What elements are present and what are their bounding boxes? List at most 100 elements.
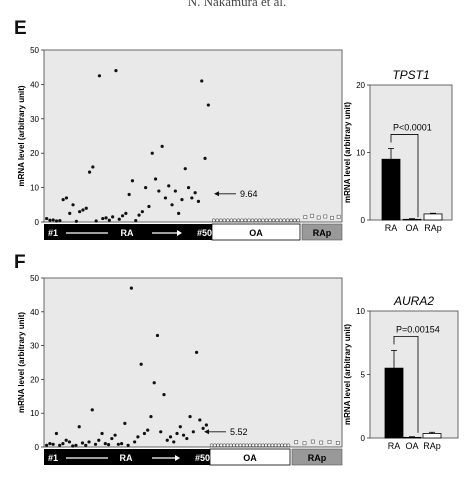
bar-chart-e: TPST1 mRNA level (arbitrary unit) 0 10 20 RA O… <box>343 68 453 233</box>
ra-data-point <box>103 442 107 446</box>
rap-data-point <box>330 215 334 220</box>
annotation-arrowhead <box>204 429 209 435</box>
ra-data-point <box>163 196 168 200</box>
group-label-last: #50 <box>197 228 212 238</box>
significance-bracket <box>390 134 419 218</box>
rap-data-point <box>335 440 340 445</box>
ra-data-point <box>159 430 163 434</box>
ra-data-point <box>136 435 140 439</box>
oa-data-point <box>271 218 276 223</box>
ra-data-point <box>194 350 199 354</box>
ra-data-point <box>137 213 141 217</box>
y-tick-label: 20 <box>30 149 39 158</box>
ra-data-point <box>107 218 111 222</box>
ra-data-point <box>168 435 173 439</box>
ra-data-point <box>198 418 202 422</box>
inset-y-tick-label: 20 <box>356 81 365 90</box>
inset-y-tick-label: 10 <box>356 307 365 316</box>
y-tick-label: 0 <box>35 218 40 227</box>
ra-group-bar <box>44 449 212 465</box>
ra-data-point <box>106 443 111 447</box>
ra-data-point <box>78 210 82 214</box>
ra-data-point <box>111 215 115 219</box>
ra-data-point <box>188 414 192 419</box>
rap-data-point <box>323 214 328 219</box>
y-tick-label: 10 <box>30 184 39 193</box>
oa-data-point <box>264 218 269 223</box>
ra-data-point <box>127 192 131 197</box>
ra-data-point <box>120 442 124 446</box>
inset-category-label: OA <box>405 223 418 233</box>
ra-data-point <box>97 74 102 78</box>
y-tick-label: 50 <box>30 274 39 283</box>
ra-data-point <box>126 443 130 447</box>
inset-title: TPST1 <box>392 68 429 82</box>
oa-data-point <box>211 218 216 223</box>
ra-data-point <box>64 196 69 200</box>
significance-bracket <box>393 335 419 433</box>
group-label-ra: RA <box>120 453 133 463</box>
ra-data-point <box>180 198 184 202</box>
oa-data-point <box>226 218 230 223</box>
p-value-label: P=0.00154 <box>396 324 440 334</box>
oa-data-point <box>222 218 227 223</box>
group-arrowhead <box>175 455 180 461</box>
inset-y-tick-label: 5 <box>361 371 366 380</box>
rap-data-point <box>316 215 321 220</box>
oa-data-point <box>243 218 248 223</box>
rap-group-bar <box>291 448 343 466</box>
oa-data-point <box>257 218 262 223</box>
ra-data-point <box>74 443 78 447</box>
ra-data-point <box>173 189 177 193</box>
inset-y-tick-label: 10 <box>356 149 365 158</box>
group-label-oa: OA <box>243 453 257 463</box>
rap-data-point <box>310 213 314 218</box>
ra-data-point <box>162 393 166 397</box>
y-tick-label: 30 <box>30 342 39 351</box>
oa-data-point <box>229 218 234 223</box>
ra-data-point <box>48 218 52 222</box>
y-tick-label: 20 <box>30 375 39 384</box>
ra-data-point <box>172 440 176 444</box>
ra-data-point <box>48 442 52 446</box>
ra-data-point <box>134 219 138 223</box>
inset-y-axis-label: mRNA level (arbitrary unit) <box>343 324 352 425</box>
oa-data-point <box>240 218 244 223</box>
y-tick-label: 0 <box>35 443 40 452</box>
rap-data-point <box>327 439 332 444</box>
ra-data-point <box>45 216 49 221</box>
ra-data-point <box>200 79 204 83</box>
ra-data-point <box>71 203 75 207</box>
ra-data-point <box>167 184 171 188</box>
ra-data-point <box>87 170 92 174</box>
group-label-first: #1 <box>48 228 58 238</box>
ra-data-point <box>170 203 174 207</box>
ra-data-point <box>67 440 72 444</box>
ra-data-point <box>51 442 55 446</box>
ra-data-point <box>155 333 160 338</box>
rap-data-point <box>310 439 315 444</box>
ra-data-point <box>203 156 207 160</box>
ra-data-point <box>129 286 133 290</box>
annotation-arrowhead <box>214 191 219 197</box>
ra-data-point <box>186 186 191 190</box>
inset-category-label: RAp <box>424 223 442 233</box>
ra-data-point <box>153 177 158 181</box>
inset-category-label: RA <box>385 223 398 233</box>
ra-data-point <box>113 433 117 437</box>
rap-data-point <box>336 214 341 219</box>
y-axis-label: mRNA level (arbitrary unit) <box>17 85 26 186</box>
ra-data-point <box>61 442 65 446</box>
oa-data-point <box>261 218 265 223</box>
ra-data-point <box>133 440 137 444</box>
plot-area <box>43 49 343 223</box>
ra-data-point <box>175 431 179 436</box>
ra-data-point <box>97 438 101 442</box>
group-label-last: #50 <box>195 453 210 463</box>
ra-data-point <box>94 219 98 223</box>
ra-data-point <box>101 216 105 221</box>
inset-bar <box>422 433 442 439</box>
ra-data-point <box>185 436 189 441</box>
oa-data-point <box>289 218 294 223</box>
